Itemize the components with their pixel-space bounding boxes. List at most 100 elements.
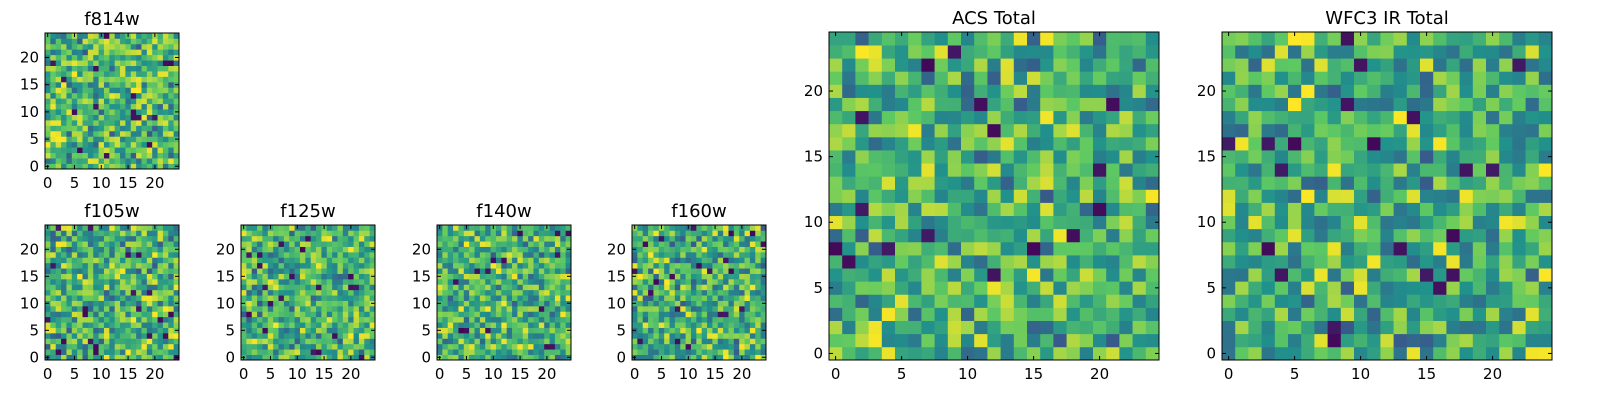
- heatmap-cell: [45, 130, 51, 137]
- heatmap-cell: [125, 230, 132, 237]
- heatmap-cell: [895, 123, 909, 138]
- heatmap-cell: [50, 230, 57, 237]
- heatmap-cell: [162, 120, 169, 126]
- heatmap-cell: [1525, 176, 1540, 190]
- heatmap-cell: [723, 279, 729, 285]
- heatmap-cell: [251, 273, 258, 280]
- heatmap-cell: [1222, 58, 1236, 72]
- heatmap-cell: [1132, 202, 1147, 217]
- heatmap-cell: [701, 284, 708, 291]
- heatmap-cell: [974, 346, 988, 361]
- heatmap-cell: [458, 235, 465, 242]
- heatmap-cell: [707, 273, 713, 280]
- heatmap-cell: [130, 125, 137, 132]
- heatmap-cell: [1420, 97, 1434, 112]
- heatmap-cell: [109, 268, 116, 274]
- heatmap-cell: [257, 327, 263, 334]
- heatmap-cell: [1013, 281, 1028, 295]
- heatmap-cell: [696, 225, 703, 231]
- heatmap-cell: [283, 322, 290, 328]
- heatmap-cell: [1354, 97, 1368, 112]
- heatmap-cell: [45, 38, 51, 45]
- heatmap-cell: [299, 257, 306, 264]
- heatmap-cell: [685, 230, 692, 237]
- heatmap-cell: [141, 235, 148, 242]
- heatmap-cell: [1261, 241, 1276, 256]
- heatmap-cell: [168, 43, 174, 50]
- heatmap-cell: [485, 252, 491, 258]
- heatmap-cell: [1367, 215, 1381, 230]
- heatmap-cell: [560, 225, 566, 231]
- heatmap-cell: [554, 289, 561, 296]
- heatmap-cell: [1472, 228, 1487, 243]
- heatmap-cell: [717, 327, 724, 334]
- heatmap-cell: [458, 316, 465, 323]
- heatmap-cell: [98, 273, 105, 280]
- heatmap-cell: [1512, 163, 1526, 177]
- heatmap-cell: [55, 92, 62, 99]
- heatmap-cell: [146, 130, 153, 137]
- heatmap-cell: [87, 125, 94, 132]
- heatmap-cell: [173, 33, 180, 39]
- heatmap-cell: [479, 279, 486, 285]
- heatmap-cell: [1000, 123, 1015, 138]
- heatmap-cell: [273, 225, 279, 231]
- heatmap-cell: [157, 295, 164, 301]
- heatmap-cell: [114, 252, 121, 258]
- heatmap-cell: [642, 252, 649, 258]
- heatmap-cell: [251, 289, 258, 296]
- heatmap-cell: [453, 273, 459, 280]
- heatmap-cell: [130, 43, 137, 50]
- heatmap-cell: [82, 92, 89, 99]
- heatmap-cell: [538, 284, 545, 291]
- heatmap-cell: [1406, 346, 1421, 361]
- heatmap-cell: [664, 295, 670, 301]
- heatmap-cell: [1499, 136, 1513, 151]
- heatmap-cell: [701, 306, 708, 312]
- heatmap-cells: [437, 225, 572, 361]
- heatmap-cell: [120, 92, 126, 99]
- heatmap-cell: [77, 158, 83, 164]
- heatmap-cell: [501, 354, 508, 361]
- heatmap-cell: [528, 306, 534, 312]
- heatmap-cell: [1145, 163, 1160, 177]
- heatmap-cell: [1327, 215, 1342, 230]
- heatmap-cell: [1119, 163, 1133, 177]
- heatmap-cell: [934, 255, 949, 269]
- heatmap-cell: [961, 307, 975, 321]
- heatmap-cell: [141, 141, 148, 148]
- heatmap-cell: [273, 295, 279, 301]
- heatmap-cell: [358, 338, 365, 345]
- heatmap-cell: [1340, 255, 1355, 269]
- heatmap-cell: [77, 300, 83, 307]
- heatmap-cell: [632, 311, 638, 318]
- heatmap-cell: [1327, 97, 1342, 112]
- heatmap-cell: [353, 333, 360, 339]
- heatmap-cell: [1079, 84, 1094, 98]
- heatmap-cell: [469, 235, 475, 242]
- heatmap-cell: [120, 87, 126, 94]
- heatmap-cell: [146, 235, 153, 242]
- heatmap-cell: [358, 311, 365, 318]
- heatmap-cell: [642, 257, 649, 264]
- heatmap-cell: [71, 322, 78, 328]
- heatmap-cell: [717, 241, 724, 247]
- heatmap-cell: [342, 230, 349, 237]
- heatmap-cell: [506, 333, 513, 339]
- x-tick-label: 5: [897, 365, 907, 383]
- heatmap-cell: [501, 306, 508, 312]
- heatmap-cell: [974, 176, 988, 190]
- heatmap-cell: [93, 43, 99, 50]
- heatmap-cell: [342, 343, 349, 350]
- heatmap-cell: [1446, 84, 1460, 98]
- heatmap-cell: [1106, 241, 1120, 256]
- heatmap-cell: [71, 252, 78, 258]
- heatmap-cell: [528, 230, 534, 237]
- heatmap-cell: [50, 225, 57, 231]
- heatmap-cell: [262, 230, 269, 237]
- heatmap-cell: [1145, 97, 1160, 112]
- heatmap-cell: [749, 327, 756, 334]
- heatmap-cell: [490, 241, 497, 247]
- heatmap-cell: [120, 60, 126, 66]
- heatmap-cell: [1486, 150, 1500, 164]
